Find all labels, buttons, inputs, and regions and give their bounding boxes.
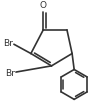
Text: O: O (40, 1, 47, 10)
Text: Br: Br (5, 69, 15, 78)
Text: Br: Br (3, 39, 13, 48)
